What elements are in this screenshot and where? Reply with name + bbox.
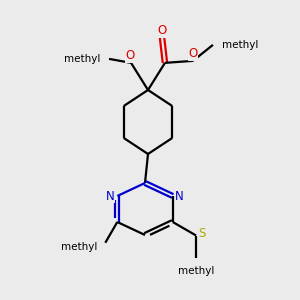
Text: methyl: methyl: [178, 266, 214, 275]
Text: methyl: methyl: [61, 242, 97, 252]
Text: O: O: [125, 50, 135, 62]
Text: N: N: [106, 190, 115, 202]
Text: S: S: [198, 227, 206, 240]
Text: methyl: methyl: [64, 54, 100, 64]
Text: O: O: [157, 24, 167, 38]
Text: methyl: methyl: [222, 40, 258, 50]
Text: O: O: [188, 47, 198, 60]
Text: N: N: [175, 190, 184, 202]
